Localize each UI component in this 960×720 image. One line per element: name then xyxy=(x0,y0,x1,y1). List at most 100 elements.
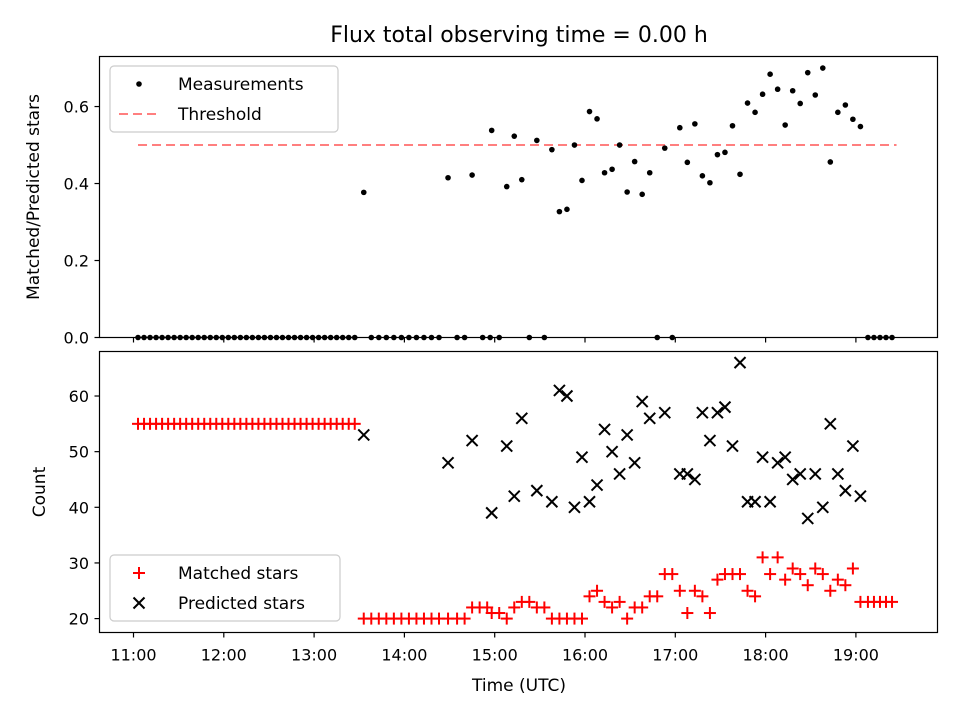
measurement-point xyxy=(804,69,811,76)
top-legend-box xyxy=(109,65,339,133)
measurement-point xyxy=(421,334,427,341)
measurement-point xyxy=(436,334,442,341)
matched-star-point xyxy=(824,584,837,597)
measurement-point xyxy=(285,334,292,341)
measurement-point xyxy=(303,334,310,341)
bottom-y-tick-label: 20 xyxy=(69,610,89,629)
predicted-star-point xyxy=(756,451,769,464)
measurement-point xyxy=(261,334,268,341)
bottom-x-ticks: 11:00 12:00 13:00 14:00 15:00 16:00 17:00 18:00… xyxy=(110,632,879,665)
measurement-point xyxy=(428,334,435,341)
measurement-point xyxy=(609,166,615,173)
top-y-axis-label: Matched/Predicted stars xyxy=(24,94,44,300)
matched-star-point xyxy=(598,595,611,608)
legend-matched-plus xyxy=(133,567,145,579)
x-tick-label: 19:00 xyxy=(833,646,879,665)
bottom-panel: 20 30 40 50 60 11:00 12:00 13:00 14:00 15:00 16:0… xyxy=(30,350,939,696)
matched-star-point xyxy=(666,568,679,581)
predicted-star-point xyxy=(635,395,649,408)
predicted-star-points xyxy=(357,356,867,525)
predicted-star-point xyxy=(613,467,626,481)
matched-star-point xyxy=(779,573,792,586)
measurement-point xyxy=(339,334,346,341)
bottom-y-tick-label: 40 xyxy=(69,498,89,517)
matched-star-point xyxy=(846,562,859,575)
matched-star-point xyxy=(801,579,814,592)
predicted-star-point xyxy=(681,467,694,481)
measurement-point xyxy=(237,334,244,341)
measurement-point xyxy=(526,334,533,341)
matched-star-point xyxy=(575,612,588,625)
legend-matched-marker xyxy=(133,567,145,579)
matched-star-point xyxy=(493,607,506,620)
measurement-point xyxy=(135,334,141,341)
predicted-star-point xyxy=(658,406,671,419)
predicted-star-point xyxy=(575,451,589,464)
matched-star-point xyxy=(764,568,777,581)
predicted-star-point xyxy=(598,423,611,436)
measurement-point xyxy=(835,109,841,116)
bottom-y-tick-label: 60 xyxy=(69,387,89,406)
matched-star-point xyxy=(606,601,619,614)
predicted-star-point xyxy=(733,356,747,369)
predicted-star-point xyxy=(508,489,521,503)
predicted-star-point xyxy=(545,495,559,508)
measurement-point xyxy=(737,171,743,178)
measurement-point xyxy=(865,334,871,341)
measurement-point xyxy=(291,334,298,341)
measurement-point xyxy=(333,334,340,341)
measurement-point xyxy=(503,183,510,190)
x-tick-label: 17:00 xyxy=(652,646,698,665)
legend-threshold-label: Threshold xyxy=(177,105,262,125)
measurement-point xyxy=(601,169,608,176)
bottom-y-ticks: 20 30 40 50 60 xyxy=(69,387,100,629)
measurement-point xyxy=(360,189,367,196)
matched-star-point xyxy=(711,573,724,586)
measurement-point xyxy=(534,137,540,144)
measurement-point xyxy=(383,334,390,341)
legend-matched-label: Matched stars xyxy=(178,564,298,584)
predicted-star-point xyxy=(590,478,604,492)
matched-star-point xyxy=(734,568,747,581)
top-y-tick-label: 0.4 xyxy=(64,175,89,194)
measurement-point xyxy=(177,334,183,341)
measurement-point xyxy=(549,146,555,153)
measurement-point xyxy=(315,334,322,341)
measurement-point xyxy=(789,87,796,94)
measurement-point xyxy=(488,127,495,134)
bottom-legend: Matched stars Predicted stars xyxy=(109,554,341,622)
measurement-point xyxy=(159,334,165,341)
measurement-point xyxy=(406,334,412,341)
measurement-point xyxy=(707,179,713,186)
predicted-star-point xyxy=(500,439,513,453)
measurement-point xyxy=(729,122,736,129)
x-tick-label: 13:00 xyxy=(291,646,337,665)
predicted-star-point xyxy=(628,456,641,469)
legend-measurements-marker xyxy=(136,81,142,87)
measurement-point xyxy=(774,86,781,93)
predicted-star-point xyxy=(515,412,528,425)
measurement-point xyxy=(309,334,316,341)
matched-star-point xyxy=(538,601,551,614)
measurement-point xyxy=(391,334,397,341)
measurement-point xyxy=(165,334,171,341)
measurement-point xyxy=(819,65,826,71)
predicted-star-point xyxy=(357,428,370,442)
x-tick-label: 12:00 xyxy=(201,646,247,665)
matched-star-point xyxy=(508,601,521,614)
measurement-point xyxy=(147,334,153,341)
predicted-star-point xyxy=(560,389,574,403)
predicted-star-point xyxy=(816,501,829,514)
matched-star-point xyxy=(621,612,634,625)
matched-star-point xyxy=(681,607,694,620)
matched-star-point xyxy=(688,584,701,597)
predicted-star-point xyxy=(726,439,739,453)
chart-title: Flux total observing time = 0.00 h xyxy=(330,23,708,48)
bottom-legend-box xyxy=(109,554,341,622)
matched-star-point xyxy=(523,595,536,608)
measurement-point xyxy=(225,334,232,341)
predicted-star-point xyxy=(794,467,807,481)
predicted-star-point xyxy=(854,489,867,503)
matched-star-point xyxy=(651,590,664,603)
